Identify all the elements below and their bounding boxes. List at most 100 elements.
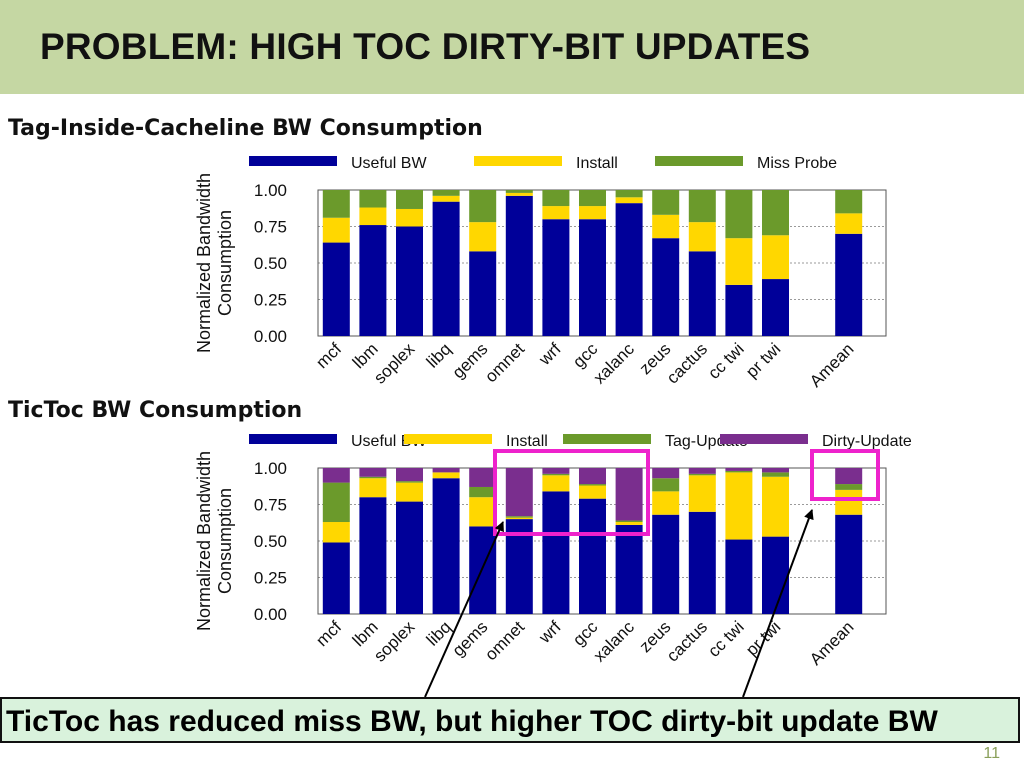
bar-segment — [359, 207, 387, 226]
bar-segment — [615, 197, 643, 204]
bar-segment — [579, 485, 606, 499]
bar-segment — [359, 478, 387, 498]
y-tick-label: 0.75 — [254, 496, 287, 515]
bar-segment — [652, 478, 680, 492]
legend-label: Install — [506, 433, 548, 450]
bar-segment — [615, 468, 643, 521]
bar-segment — [762, 468, 789, 473]
x-category-label: pr twi — [742, 339, 784, 381]
slide-header: PROBLEM: HIGH TOC DIRTY-BIT UPDATES — [0, 0, 1024, 94]
bar-segment — [469, 222, 497, 252]
bar-segment — [469, 190, 497, 223]
bar-segment — [542, 491, 570, 614]
page-number: 11 — [983, 745, 1000, 762]
bar-segment — [359, 476, 387, 479]
bar-segment — [505, 519, 533, 614]
slide-title: PROBLEM: HIGH TOC DIRTY-BIT UPDATES — [40, 26, 811, 67]
y-tick-label: 0.25 — [254, 291, 287, 310]
x-category-label: Amean — [806, 339, 858, 391]
legend-swatch — [249, 434, 337, 444]
legend-swatch — [404, 434, 492, 444]
legend-swatch — [474, 156, 562, 166]
bar-segment — [322, 522, 350, 543]
bar-segment — [322, 190, 350, 218]
chart-2-title: TicToc BW Consumption — [8, 398, 303, 423]
bar-segment — [652, 468, 680, 479]
bar-segment — [432, 472, 460, 479]
bar-segment — [652, 190, 680, 215]
bar-segment — [579, 206, 606, 220]
bar-segment — [579, 498, 606, 614]
bar-segment — [432, 478, 460, 614]
bar-segment — [688, 251, 716, 336]
x-category-label: Amean — [806, 617, 858, 669]
bar-segment — [688, 511, 716, 614]
bar-segment — [615, 524, 643, 614]
bar-segment — [542, 190, 570, 207]
bar-segment — [396, 190, 423, 209]
bar-segment — [469, 468, 497, 487]
x-category-label: cactus — [663, 339, 711, 387]
legend-label: Dirty-Update — [822, 433, 912, 450]
bar-segment — [725, 284, 753, 336]
bar-segment — [322, 468, 350, 483]
bar-segment — [688, 475, 716, 512]
footer-callout: TicToc has reduced miss BW, but higher T… — [0, 697, 1020, 743]
bar-segment — [542, 475, 570, 492]
bar-segment — [725, 190, 753, 239]
bar-segment — [688, 468, 716, 474]
y-tick-label: 0.50 — [254, 254, 287, 273]
footer-text: TicToc has reduced miss BW, but higher T… — [6, 705, 938, 738]
x-category-label: wrf — [535, 617, 565, 647]
bar-segment — [725, 238, 753, 285]
legend-label: Install — [576, 155, 618, 172]
bar-segment — [579, 468, 606, 485]
bar-segment — [432, 190, 460, 196]
bar-segment — [688, 473, 716, 476]
bar-segment — [542, 219, 570, 336]
chart-1-title: Tag-Inside-Cacheline BW Consumption — [8, 116, 483, 141]
legend-swatch — [655, 156, 743, 166]
bar-segment — [542, 473, 570, 476]
bar-segment — [432, 195, 460, 202]
y-tick-label: 0.75 — [254, 218, 287, 237]
bar-segment — [322, 542, 350, 614]
x-category-label: mcf — [312, 617, 345, 650]
bar-segment — [396, 481, 423, 483]
bar-segment — [652, 238, 680, 336]
legend-label: Useful BW — [351, 155, 427, 172]
bar-segment — [505, 195, 533, 336]
bar-segment — [762, 190, 789, 236]
bar-segment — [505, 517, 533, 520]
bar-segment — [652, 214, 680, 239]
bar-segment — [835, 468, 863, 485]
bar-segment — [469, 251, 497, 336]
chart-2: Useful BW Install Tag-Update Dirty-Update1.… — [194, 433, 912, 669]
bar-segment — [615, 190, 643, 198]
bar-segment — [725, 539, 753, 614]
bar-segment — [725, 468, 753, 471]
legend-label: Miss Probe — [757, 155, 837, 172]
bar-segment — [725, 472, 753, 540]
bar-segment — [835, 190, 863, 214]
bar-segment — [359, 225, 387, 336]
bar-segment — [725, 470, 753, 473]
bar-segment — [505, 190, 533, 193]
x-category-label: wrf — [535, 339, 565, 369]
legend-swatch — [249, 156, 337, 166]
y-tick-label: 0.50 — [254, 532, 287, 551]
bar-segment — [396, 226, 423, 336]
bar-segment — [615, 203, 643, 336]
bar-segment — [762, 279, 789, 336]
y-tick-label: 0.00 — [254, 327, 287, 346]
bar-segment — [396, 468, 423, 482]
bar-segment — [615, 522, 643, 525]
bar-segment — [762, 536, 789, 614]
bar-segment — [359, 497, 387, 614]
legend-swatch — [563, 434, 651, 444]
y-axis-label: Normalized BandwidthConsumption — [194, 451, 235, 631]
x-category-label: xalanc — [590, 617, 639, 666]
bar-segment — [579, 190, 606, 207]
bar-segment — [762, 476, 789, 537]
x-category-label: soplex — [370, 617, 419, 666]
